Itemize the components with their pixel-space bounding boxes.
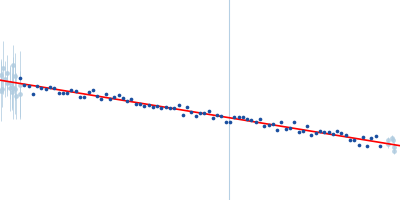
- Point: [278, 121, 285, 124]
- Point: [77, 96, 83, 99]
- Point: [325, 131, 332, 134]
- Point: [158, 106, 165, 109]
- Point: [300, 130, 306, 133]
- Point: [167, 106, 173, 109]
- Point: [347, 138, 353, 141]
- Point: [312, 132, 319, 135]
- Point: [334, 130, 340, 133]
- Point: [368, 137, 375, 140]
- Point: [42, 88, 49, 91]
- Point: [240, 115, 246, 118]
- Point: [85, 91, 92, 94]
- Point: [25, 85, 32, 88]
- Point: [205, 109, 212, 113]
- Point: [94, 95, 100, 98]
- Point: [321, 130, 328, 133]
- Point: [17, 76, 23, 80]
- Point: [282, 128, 289, 131]
- Point: [252, 120, 259, 123]
- Point: [68, 88, 75, 91]
- Point: [261, 124, 268, 128]
- Point: [102, 92, 109, 96]
- Point: [51, 86, 58, 89]
- Point: [154, 105, 160, 108]
- Point: [30, 92, 36, 95]
- Point: [175, 103, 182, 107]
- Point: [47, 86, 53, 89]
- Point: [227, 120, 233, 123]
- Point: [330, 132, 336, 135]
- Point: [270, 122, 276, 125]
- Point: [132, 103, 139, 106]
- Point: [231, 115, 238, 118]
- Point: [201, 112, 208, 115]
- Point: [222, 121, 229, 124]
- Point: [145, 104, 152, 107]
- Point: [111, 95, 118, 98]
- Point: [162, 105, 169, 109]
- Point: [287, 126, 293, 129]
- Point: [81, 96, 88, 99]
- Point: [265, 123, 272, 126]
- Point: [38, 86, 45, 90]
- Point: [377, 144, 383, 147]
- Point: [141, 104, 148, 107]
- Point: [355, 143, 362, 146]
- Point: [192, 114, 199, 118]
- Point: [338, 131, 345, 135]
- Point: [295, 130, 302, 133]
- Point: [218, 114, 225, 118]
- Point: [360, 136, 366, 139]
- Point: [197, 112, 203, 115]
- Point: [98, 97, 105, 101]
- Point: [304, 124, 310, 127]
- Point: [180, 113, 186, 117]
- Point: [214, 113, 220, 117]
- Point: [128, 98, 135, 101]
- Point: [274, 129, 280, 132]
- Point: [291, 120, 298, 123]
- Point: [317, 129, 323, 133]
- Point: [64, 91, 70, 94]
- Point: [150, 105, 156, 108]
- Point: [124, 99, 130, 102]
- Point: [372, 134, 379, 138]
- Point: [55, 91, 62, 95]
- Point: [137, 102, 143, 105]
- Point: [34, 85, 40, 88]
- Point: [308, 133, 315, 136]
- Point: [107, 98, 113, 101]
- Point: [257, 117, 263, 121]
- Point: [60, 92, 66, 95]
- Point: [21, 83, 28, 87]
- Point: [364, 144, 370, 148]
- Point: [342, 133, 349, 137]
- Point: [184, 105, 190, 108]
- Point: [90, 89, 96, 92]
- Point: [248, 119, 255, 122]
- Point: [120, 97, 126, 100]
- Point: [244, 117, 250, 121]
- Point: [72, 89, 79, 92]
- Point: [210, 117, 216, 120]
- Point: [115, 93, 122, 96]
- Point: [171, 106, 178, 109]
- Point: [351, 139, 358, 142]
- Point: [235, 115, 242, 119]
- Point: [188, 111, 195, 114]
